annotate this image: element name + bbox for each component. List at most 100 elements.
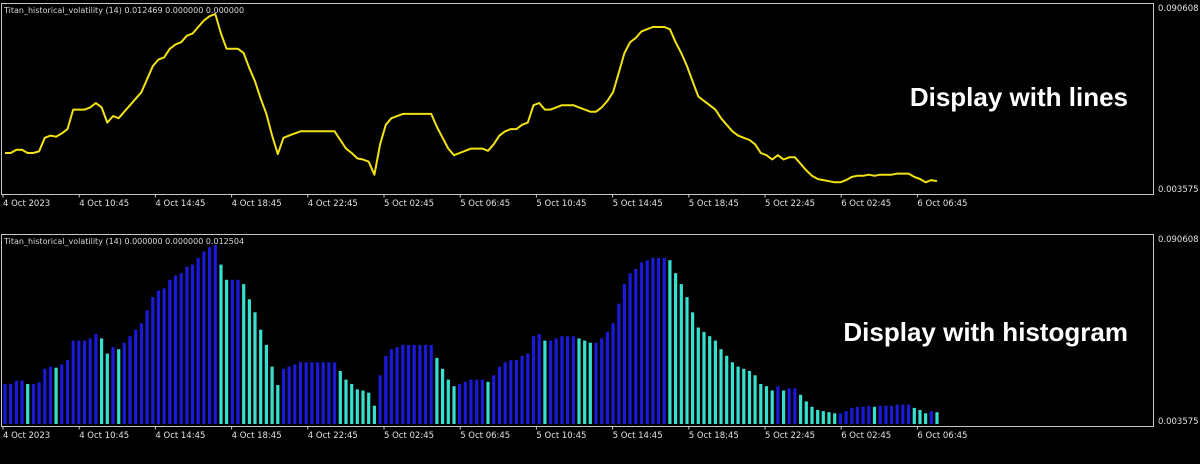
histogram-bar (20, 380, 24, 424)
histogram-bar (310, 362, 314, 424)
histogram-bar (327, 362, 331, 424)
histogram-x-tick-label: 4 Oct 14:45 (155, 431, 205, 441)
histogram-bar (833, 413, 837, 424)
line-x-tick-label: 5 Oct 06:45 (460, 199, 510, 209)
histogram-chart-panel: Titan_historical_volatility (14) 0.00000… (1, 234, 1199, 441)
histogram-bar (9, 384, 13, 424)
histogram-bar (696, 327, 700, 424)
histogram-bar (423, 344, 428, 424)
histogram-bar (600, 338, 604, 424)
histogram-bar (526, 353, 530, 424)
histogram-bar (611, 323, 615, 424)
histogram-bar (418, 344, 422, 424)
line-y-tick-max: 0.090608 (1158, 4, 1199, 14)
histogram-bar (884, 405, 888, 424)
line-annotation: Display with lines (910, 82, 1128, 112)
histogram-bar (520, 355, 524, 424)
histogram-bar (912, 407, 916, 424)
line-chart-marks (5, 13, 938, 184)
histogram-bar (395, 347, 399, 424)
histogram-bar (361, 390, 365, 424)
line-x-tick-label: 4 Oct 18:45 (232, 199, 282, 209)
histogram-bar (83, 340, 87, 424)
histogram-bar (821, 411, 825, 424)
histogram-bar (77, 340, 81, 424)
histogram-bar (588, 342, 592, 424)
histogram-bar (668, 260, 672, 424)
histogram-bar (401, 344, 405, 424)
histogram-bar (259, 329, 263, 424)
histogram-bar (764, 386, 769, 424)
histogram-bar (770, 390, 774, 424)
histogram-bar (298, 362, 303, 424)
line-x-tick-label: 6 Oct 02:45 (841, 199, 891, 209)
histogram-bar (60, 364, 64, 424)
histogram-bar (872, 406, 877, 424)
histogram-bar (293, 364, 297, 424)
histogram-bar (469, 379, 473, 424)
histogram-bar (656, 258, 661, 424)
histogram-bar (810, 406, 814, 424)
histogram-bar (679, 284, 683, 424)
line-x-axis: 4 Oct 2023 4 Oct 10:45 4 Oct 14:45 4 Oct 18… (2, 194, 967, 209)
histogram-bar (742, 368, 746, 424)
histogram-bar (787, 388, 791, 424)
line-x-tick-label: 5 Oct 14:45 (613, 199, 663, 209)
histogram-bar (895, 404, 899, 424)
histogram-bar (907, 404, 911, 424)
histogram-bar (225, 279, 229, 424)
histogram-x-tick-label: 5 Oct 06:45 (460, 431, 510, 441)
histogram-bar (583, 340, 587, 424)
histogram-y-tick-max: 0.090608 (1158, 235, 1199, 245)
histogram-bar (702, 331, 706, 424)
histogram-x-tick-label: 6 Oct 02:45 (841, 431, 891, 441)
histogram-indicator-label: Titan_historical_volatility (14) 0.00000… (3, 237, 244, 246)
histogram-bar (128, 336, 132, 424)
histogram-bar (458, 384, 462, 424)
histogram-y-tick-min: 0.003575 (1158, 417, 1199, 427)
histogram-bar (691, 312, 695, 424)
histogram-bar (230, 279, 234, 424)
histogram-bar (208, 247, 212, 424)
histogram-bar (475, 379, 479, 424)
histogram-bar (26, 384, 30, 424)
line-x-tick-label: 5 Oct 18:45 (689, 199, 739, 209)
histogram-x-tick-label: 5 Oct 14:45 (613, 431, 663, 441)
histogram-bar (31, 384, 35, 424)
histogram-bar (782, 390, 786, 424)
histogram-bar (276, 385, 280, 424)
histogram-bar (713, 340, 717, 424)
histogram-bar (452, 386, 456, 424)
histogram-bar (162, 288, 166, 424)
line-x-tick-label: 4 Oct 14:45 (155, 199, 205, 209)
histogram-bar (514, 360, 519, 424)
histogram-x-tick-label: 4 Oct 2023 (3, 431, 50, 441)
histogram-bar (685, 297, 689, 424)
volatility-line (5, 13, 938, 184)
histogram-bar (344, 379, 348, 424)
histogram-bar (446, 379, 450, 424)
histogram-bar (549, 340, 553, 424)
histogram-bar (838, 413, 842, 424)
line-x-tick-label: 4 Oct 22:45 (308, 199, 358, 209)
histogram-bar (179, 273, 183, 424)
histogram-bar (622, 284, 626, 424)
histogram-bar (287, 366, 291, 424)
histogram-bar (122, 342, 126, 424)
histogram-bar (219, 264, 223, 424)
histogram-bar (3, 384, 7, 424)
histogram-bar (168, 279, 172, 424)
histogram-bar (389, 349, 393, 424)
histogram-bar (503, 362, 507, 424)
histogram-bar (117, 349, 121, 424)
histogram-bar (202, 251, 206, 424)
histogram-bar (486, 381, 490, 424)
histogram-x-tick-label: 6 Oct 06:45 (917, 431, 967, 441)
histogram-bar (566, 336, 570, 424)
histogram-bar (594, 342, 598, 424)
histogram-bar (100, 338, 104, 424)
histogram-bar (509, 360, 513, 424)
histogram-bar (605, 331, 609, 424)
